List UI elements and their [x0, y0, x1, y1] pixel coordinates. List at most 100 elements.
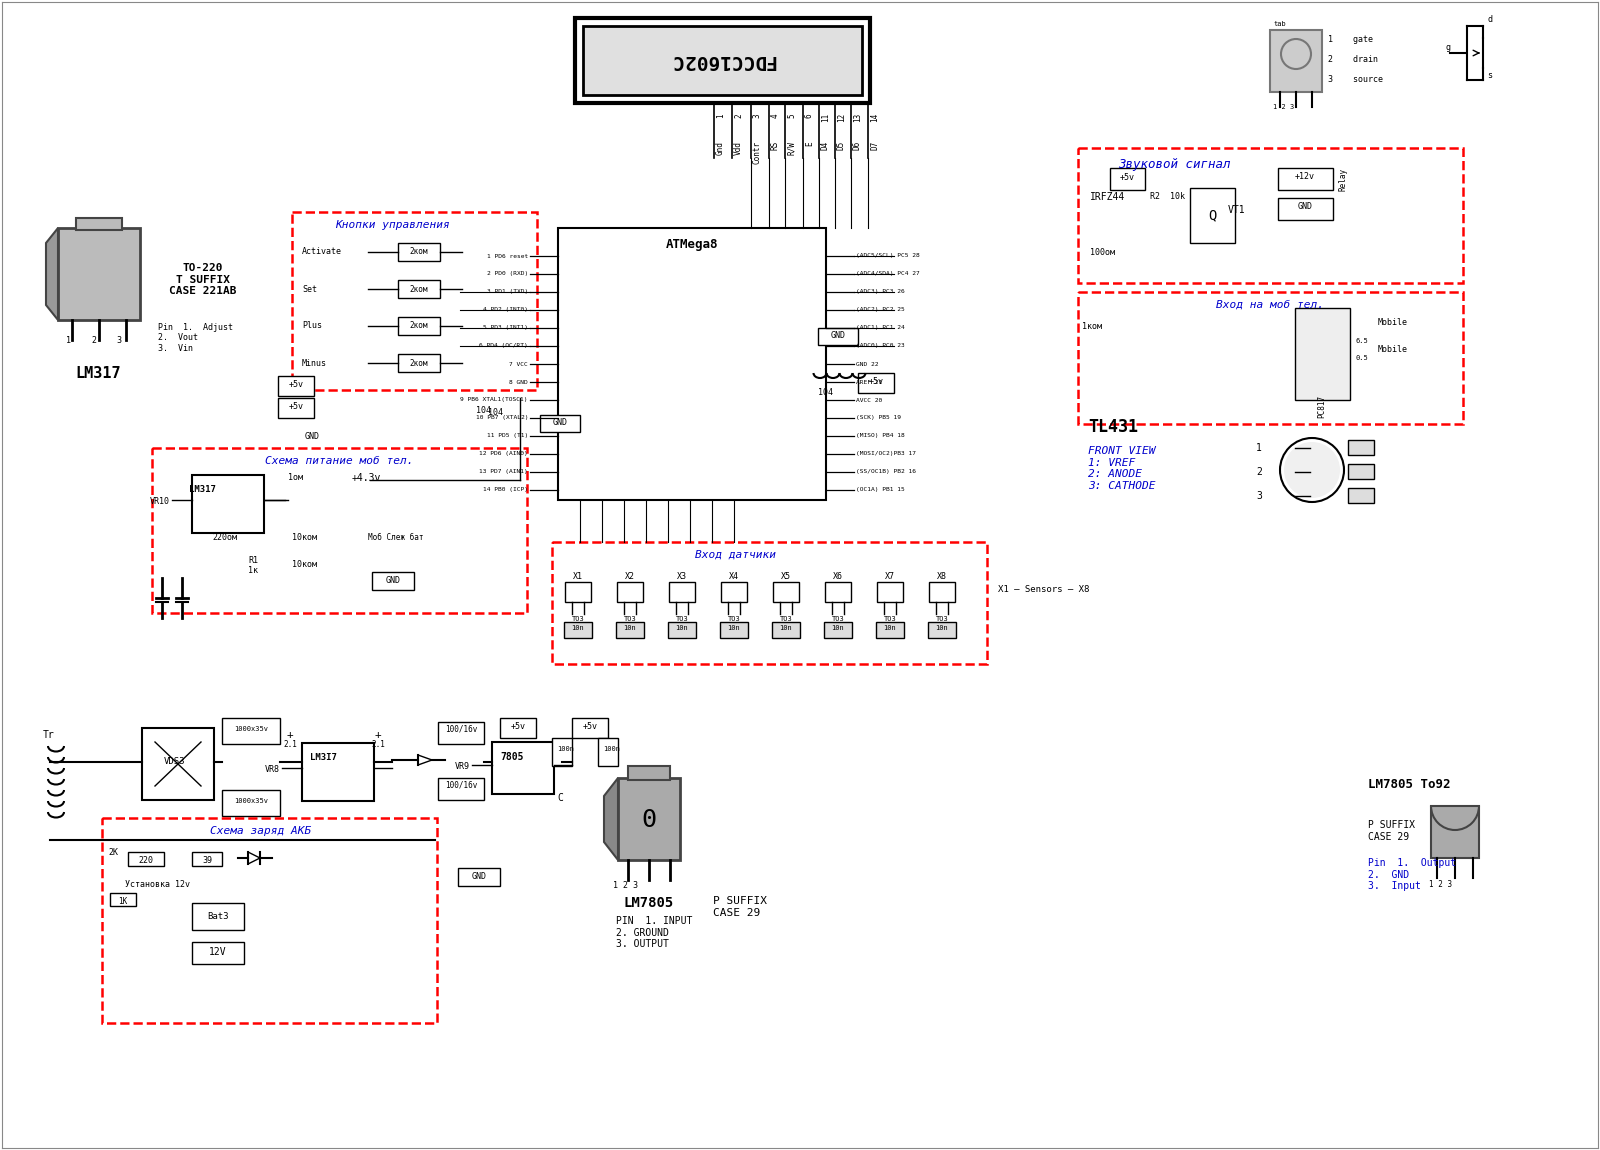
Text: 39: 39	[202, 856, 211, 865]
Text: GND: GND	[306, 432, 320, 440]
Text: (ADC0) PC0 23: (ADC0) PC0 23	[856, 344, 904, 348]
Text: 1: 1	[1256, 443, 1262, 453]
Bar	[1347, 440, 1374, 455]
Text: 11 PD5 (T1): 11 PD5 (T1)	[486, 434, 528, 438]
Text: FDCC1602C: FDCC1602C	[670, 51, 776, 70]
Bar	[438, 779, 483, 800]
Text: 1к: 1к	[248, 566, 258, 575]
Text: TO-220
T SUFFIX
CASE 221AB: TO-220 T SUFFIX CASE 221AB	[170, 263, 237, 297]
Bar	[398, 279, 440, 298]
Text: Mobile: Mobile	[1378, 319, 1408, 327]
Text: 1000x35v: 1000x35v	[234, 798, 269, 804]
Text: Bat3: Bat3	[208, 912, 229, 921]
Text: 11: 11	[821, 113, 830, 122]
Text: X1 — Sensors — X8: X1 — Sensors — X8	[998, 585, 1090, 595]
Text: X5: X5	[781, 572, 790, 581]
Bar	[128, 852, 165, 866]
Text: RS: RS	[771, 141, 781, 151]
Text: 3 PD1 (TXD): 3 PD1 (TXD)	[486, 290, 528, 294]
Bar	[552, 542, 987, 664]
Text: 14 PB0 (ICP): 14 PB0 (ICP)	[483, 488, 528, 492]
Text: (ADC4/SDA) PC4 27: (ADC4/SDA) PC4 27	[856, 271, 920, 276]
Text: Relay: Relay	[1338, 168, 1347, 191]
Bar	[565, 582, 590, 601]
Bar	[222, 790, 280, 816]
Text: TL431: TL431	[1088, 417, 1138, 436]
Text: Set: Set	[302, 284, 317, 293]
Text: PC817: PC817	[1317, 394, 1326, 419]
Bar	[1347, 488, 1374, 503]
Bar	[1294, 308, 1350, 400]
Text: GND: GND	[472, 872, 486, 881]
Text: +12v: +12v	[1294, 172, 1315, 181]
Text: (SCK) PB5 19: (SCK) PB5 19	[856, 415, 901, 421]
Bar	[142, 728, 214, 800]
Text: d: d	[1486, 15, 1491, 24]
Text: 100ом: 100ом	[1090, 248, 1115, 256]
Text: +5v: +5v	[582, 722, 597, 731]
Text: LM7805 To92: LM7805 To92	[1368, 779, 1451, 791]
Text: Установка 12v: Установка 12v	[125, 880, 190, 889]
Text: 1    gate: 1 gate	[1328, 36, 1373, 45]
Text: 1: 1	[717, 113, 725, 117]
Text: FRONT VIEW
1: VREF
2: ANODE
3: CATHODE: FRONT VIEW 1: VREF 2: ANODE 3: CATHODE	[1088, 446, 1155, 491]
Text: GND 22: GND 22	[856, 361, 878, 367]
Text: ТО3: ТО3	[624, 616, 637, 622]
Bar	[77, 218, 122, 230]
Polygon shape	[605, 779, 618, 860]
Text: 0.5: 0.5	[1355, 355, 1368, 361]
Text: 5: 5	[787, 113, 797, 117]
Bar	[1190, 187, 1235, 243]
Text: X2: X2	[626, 572, 635, 581]
Text: 7 VCC: 7 VCC	[509, 361, 528, 367]
Text: +4.3v: +4.3v	[352, 473, 381, 483]
Text: 4 PD2 (INT0): 4 PD2 (INT0)	[483, 307, 528, 313]
Text: X8: X8	[938, 572, 947, 581]
Text: PIN  1. INPUT
2. GROUND
3. OUTPUT: PIN 1. INPUT 2. GROUND 3. OUTPUT	[616, 917, 693, 949]
Bar	[278, 376, 314, 396]
Bar	[818, 328, 858, 345]
Text: +5v: +5v	[288, 402, 304, 411]
Text: 12 PD6 (AIN0): 12 PD6 (AIN0)	[480, 452, 528, 457]
Text: 2К: 2К	[109, 848, 118, 857]
Text: 2ком: 2ком	[410, 247, 429, 256]
Text: LM317: LM317	[75, 366, 122, 381]
Text: 6: 6	[805, 113, 814, 117]
Bar	[558, 228, 826, 500]
Text: 7805: 7805	[499, 752, 523, 762]
Bar	[192, 903, 243, 930]
Bar	[398, 354, 440, 371]
Text: Звуковой сигнал: Звуковой сигнал	[1118, 158, 1230, 171]
Bar	[574, 18, 870, 104]
Text: 104: 104	[818, 388, 834, 397]
Text: 4: 4	[771, 113, 781, 117]
Text: X7: X7	[885, 572, 894, 581]
Text: 1000x35v: 1000x35v	[234, 726, 269, 733]
Text: Кнопки управления: Кнопки управления	[334, 220, 450, 230]
Text: 1ом: 1ом	[288, 473, 302, 482]
Text: 1 2 3: 1 2 3	[613, 881, 638, 890]
Text: 10ком: 10ком	[291, 532, 317, 542]
Text: 2.1: 2.1	[283, 739, 298, 749]
Text: 1 2 3: 1 2 3	[1274, 104, 1294, 110]
Text: 100/16v: 100/16v	[445, 724, 477, 734]
Text: 12: 12	[837, 113, 846, 122]
Text: 10n: 10n	[832, 624, 845, 631]
Bar	[493, 742, 554, 793]
Text: ТО3: ТО3	[936, 616, 949, 622]
Bar	[616, 622, 643, 638]
Bar	[826, 582, 851, 601]
Text: VR8: VR8	[266, 765, 280, 774]
Bar	[152, 448, 526, 613]
Text: 10n: 10n	[571, 624, 584, 631]
Text: D4: D4	[821, 141, 830, 151]
Text: (SS/OC1B) PB2 16: (SS/OC1B) PB2 16	[856, 469, 915, 475]
Text: D6: D6	[853, 141, 862, 151]
Text: +: +	[286, 730, 293, 739]
Text: GND: GND	[386, 576, 400, 585]
Bar	[669, 582, 694, 601]
Bar	[58, 228, 141, 320]
Text: ТО3: ТО3	[883, 616, 896, 622]
Text: 2: 2	[91, 336, 96, 345]
Text: (ADC2) PC2 25: (ADC2) PC2 25	[856, 307, 904, 313]
